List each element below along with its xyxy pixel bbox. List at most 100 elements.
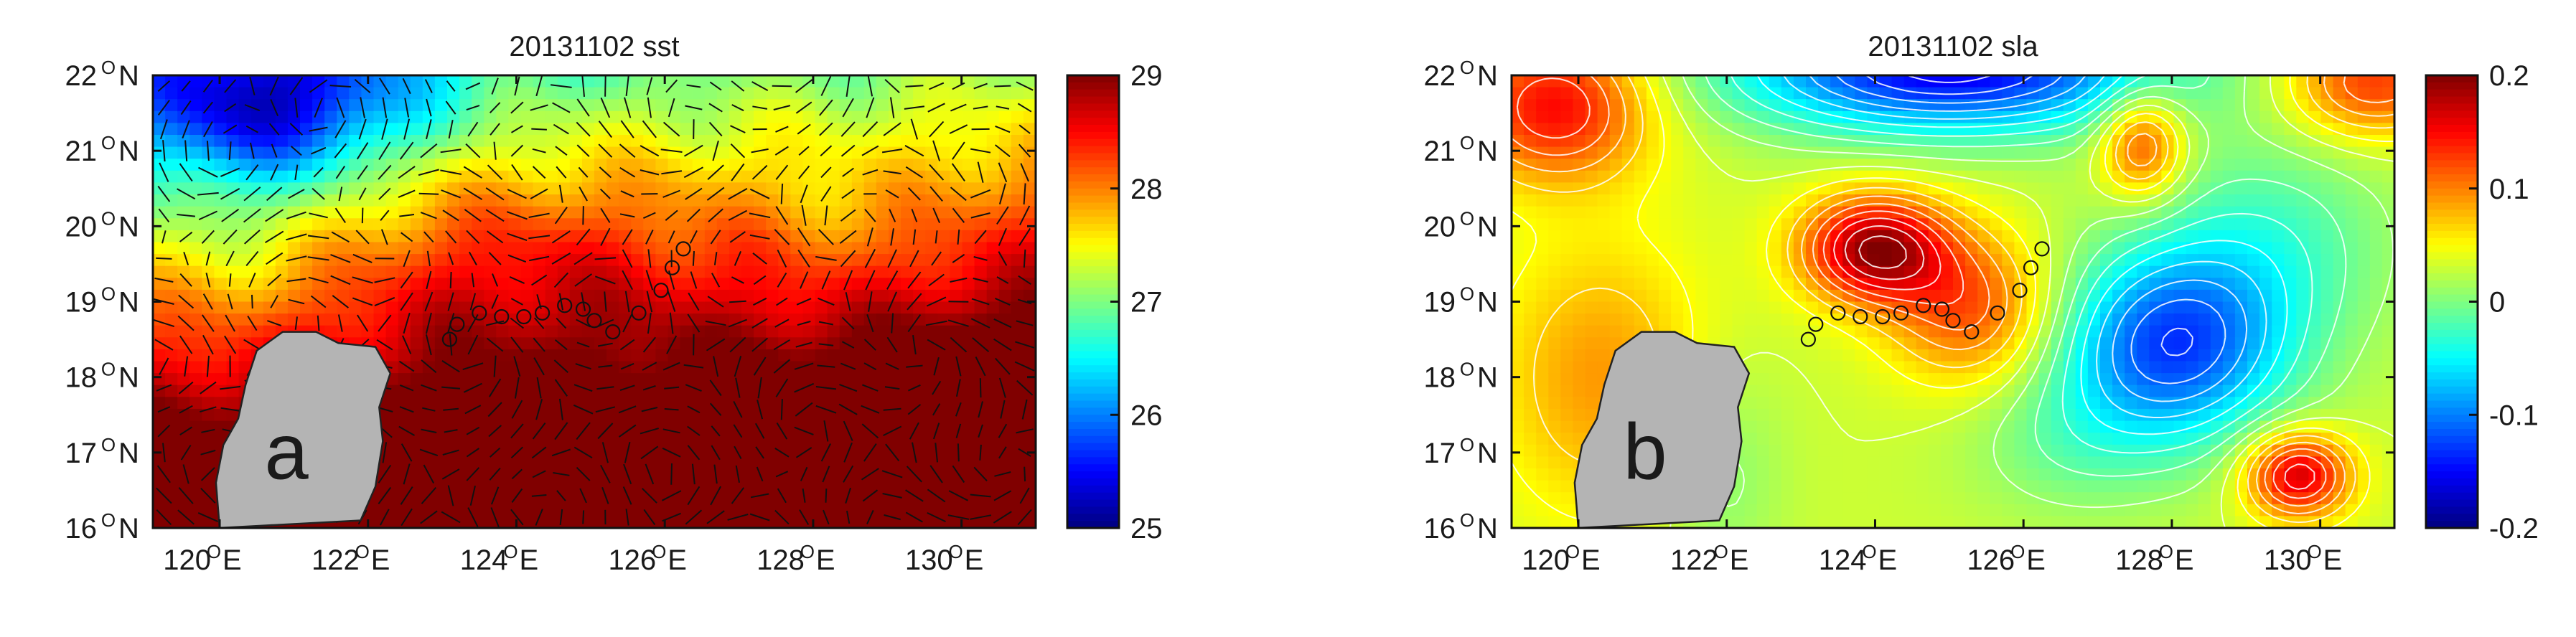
field-cell [581, 289, 595, 303]
field-cell [153, 361, 166, 374]
field-cell [434, 159, 448, 171]
field-cell [790, 420, 804, 433]
field-cell [177, 444, 191, 458]
field-cell [557, 408, 571, 422]
field-cell [238, 361, 252, 374]
field-cell [876, 265, 889, 279]
field-cell [1573, 218, 1586, 231]
field-cell [447, 159, 460, 171]
current-vector [712, 141, 719, 161]
field-cell [1695, 325, 1709, 339]
field-cell [520, 373, 534, 386]
field-cell [312, 75, 325, 88]
field-cell [1732, 278, 1746, 291]
field-cell [484, 170, 497, 184]
current-vector [905, 85, 924, 88]
current-vector [904, 145, 924, 157]
field-cell [655, 456, 669, 469]
field-cell [410, 516, 423, 528]
field-cell [692, 75, 706, 88]
current-vector [640, 145, 660, 157]
field-cell [472, 289, 485, 303]
field-cell [1818, 289, 1831, 303]
current-vector [462, 362, 484, 371]
field-cell [557, 480, 571, 493]
field-cell [998, 373, 1012, 386]
field-cell [226, 230, 240, 243]
field-cell [937, 230, 951, 243]
field-cell [581, 373, 595, 386]
field-cell [1609, 337, 1623, 350]
field-cell [1683, 278, 1697, 291]
field-cell [1855, 325, 1868, 339]
field-cell [1536, 159, 1550, 171]
field-cell [1524, 504, 1537, 517]
current-vector [510, 336, 524, 353]
field-cell [1609, 242, 1623, 255]
field-cell [643, 289, 657, 303]
current-vector [950, 103, 967, 112]
field-cell [214, 265, 228, 279]
field-cell [790, 337, 804, 350]
field-cell [275, 278, 289, 291]
current-vector [314, 98, 323, 118]
field-cell [889, 504, 901, 517]
current-vector [774, 229, 790, 245]
field-cell [913, 373, 927, 386]
current-vector [529, 255, 550, 262]
field-cell [1023, 206, 1036, 220]
field-cell [189, 254, 203, 267]
field-cell [1683, 182, 1697, 195]
field-cell [569, 384, 583, 398]
current-vector [154, 339, 174, 351]
current-vector [795, 341, 812, 348]
current-vector [866, 509, 874, 525]
field-cell [790, 468, 804, 481]
field-cell [1671, 218, 1684, 231]
field-cell [594, 254, 607, 267]
field-cell [434, 433, 448, 445]
field-cell [1621, 194, 1635, 207]
field-cell [937, 397, 951, 410]
field-cell [778, 110, 792, 124]
field-cell [1548, 361, 1562, 374]
field-cell [692, 218, 706, 231]
field-cell [508, 468, 522, 481]
field-cell [937, 135, 951, 148]
current-vector [156, 509, 172, 525]
current-vector [970, 212, 990, 219]
field-cell [766, 146, 779, 159]
field-cell [1536, 206, 1550, 220]
field-cell [889, 218, 901, 231]
current-vector [446, 80, 456, 92]
field-cell [594, 397, 607, 410]
field-cell [1842, 194, 1856, 207]
field-cell [839, 480, 853, 493]
field-cell [410, 159, 423, 171]
field-cell [1585, 408, 1598, 422]
current-vector [662, 447, 681, 458]
current-vector [532, 148, 546, 154]
field-cell [459, 433, 472, 445]
field-cell [533, 159, 546, 171]
field-cell [692, 444, 706, 458]
field-cell [1842, 516, 1856, 528]
y-tick-label: 19 [65, 287, 98, 318]
field-cell [901, 170, 914, 184]
field-cell [925, 373, 939, 386]
field-cell [668, 516, 681, 528]
field-cell [410, 373, 423, 386]
field-cell [434, 206, 448, 220]
field-cell [214, 110, 228, 124]
field-cell [716, 206, 730, 220]
x-tick-degree: O [800, 541, 815, 562]
current-vector [488, 252, 502, 265]
field-cell [692, 373, 706, 386]
field-cell [1769, 313, 1782, 326]
field-cell [434, 182, 448, 195]
field-cell [1621, 265, 1635, 279]
field-cell [1708, 242, 1721, 255]
field-cell [1720, 230, 1733, 243]
field-cell [729, 135, 742, 148]
station-marker [664, 260, 680, 275]
